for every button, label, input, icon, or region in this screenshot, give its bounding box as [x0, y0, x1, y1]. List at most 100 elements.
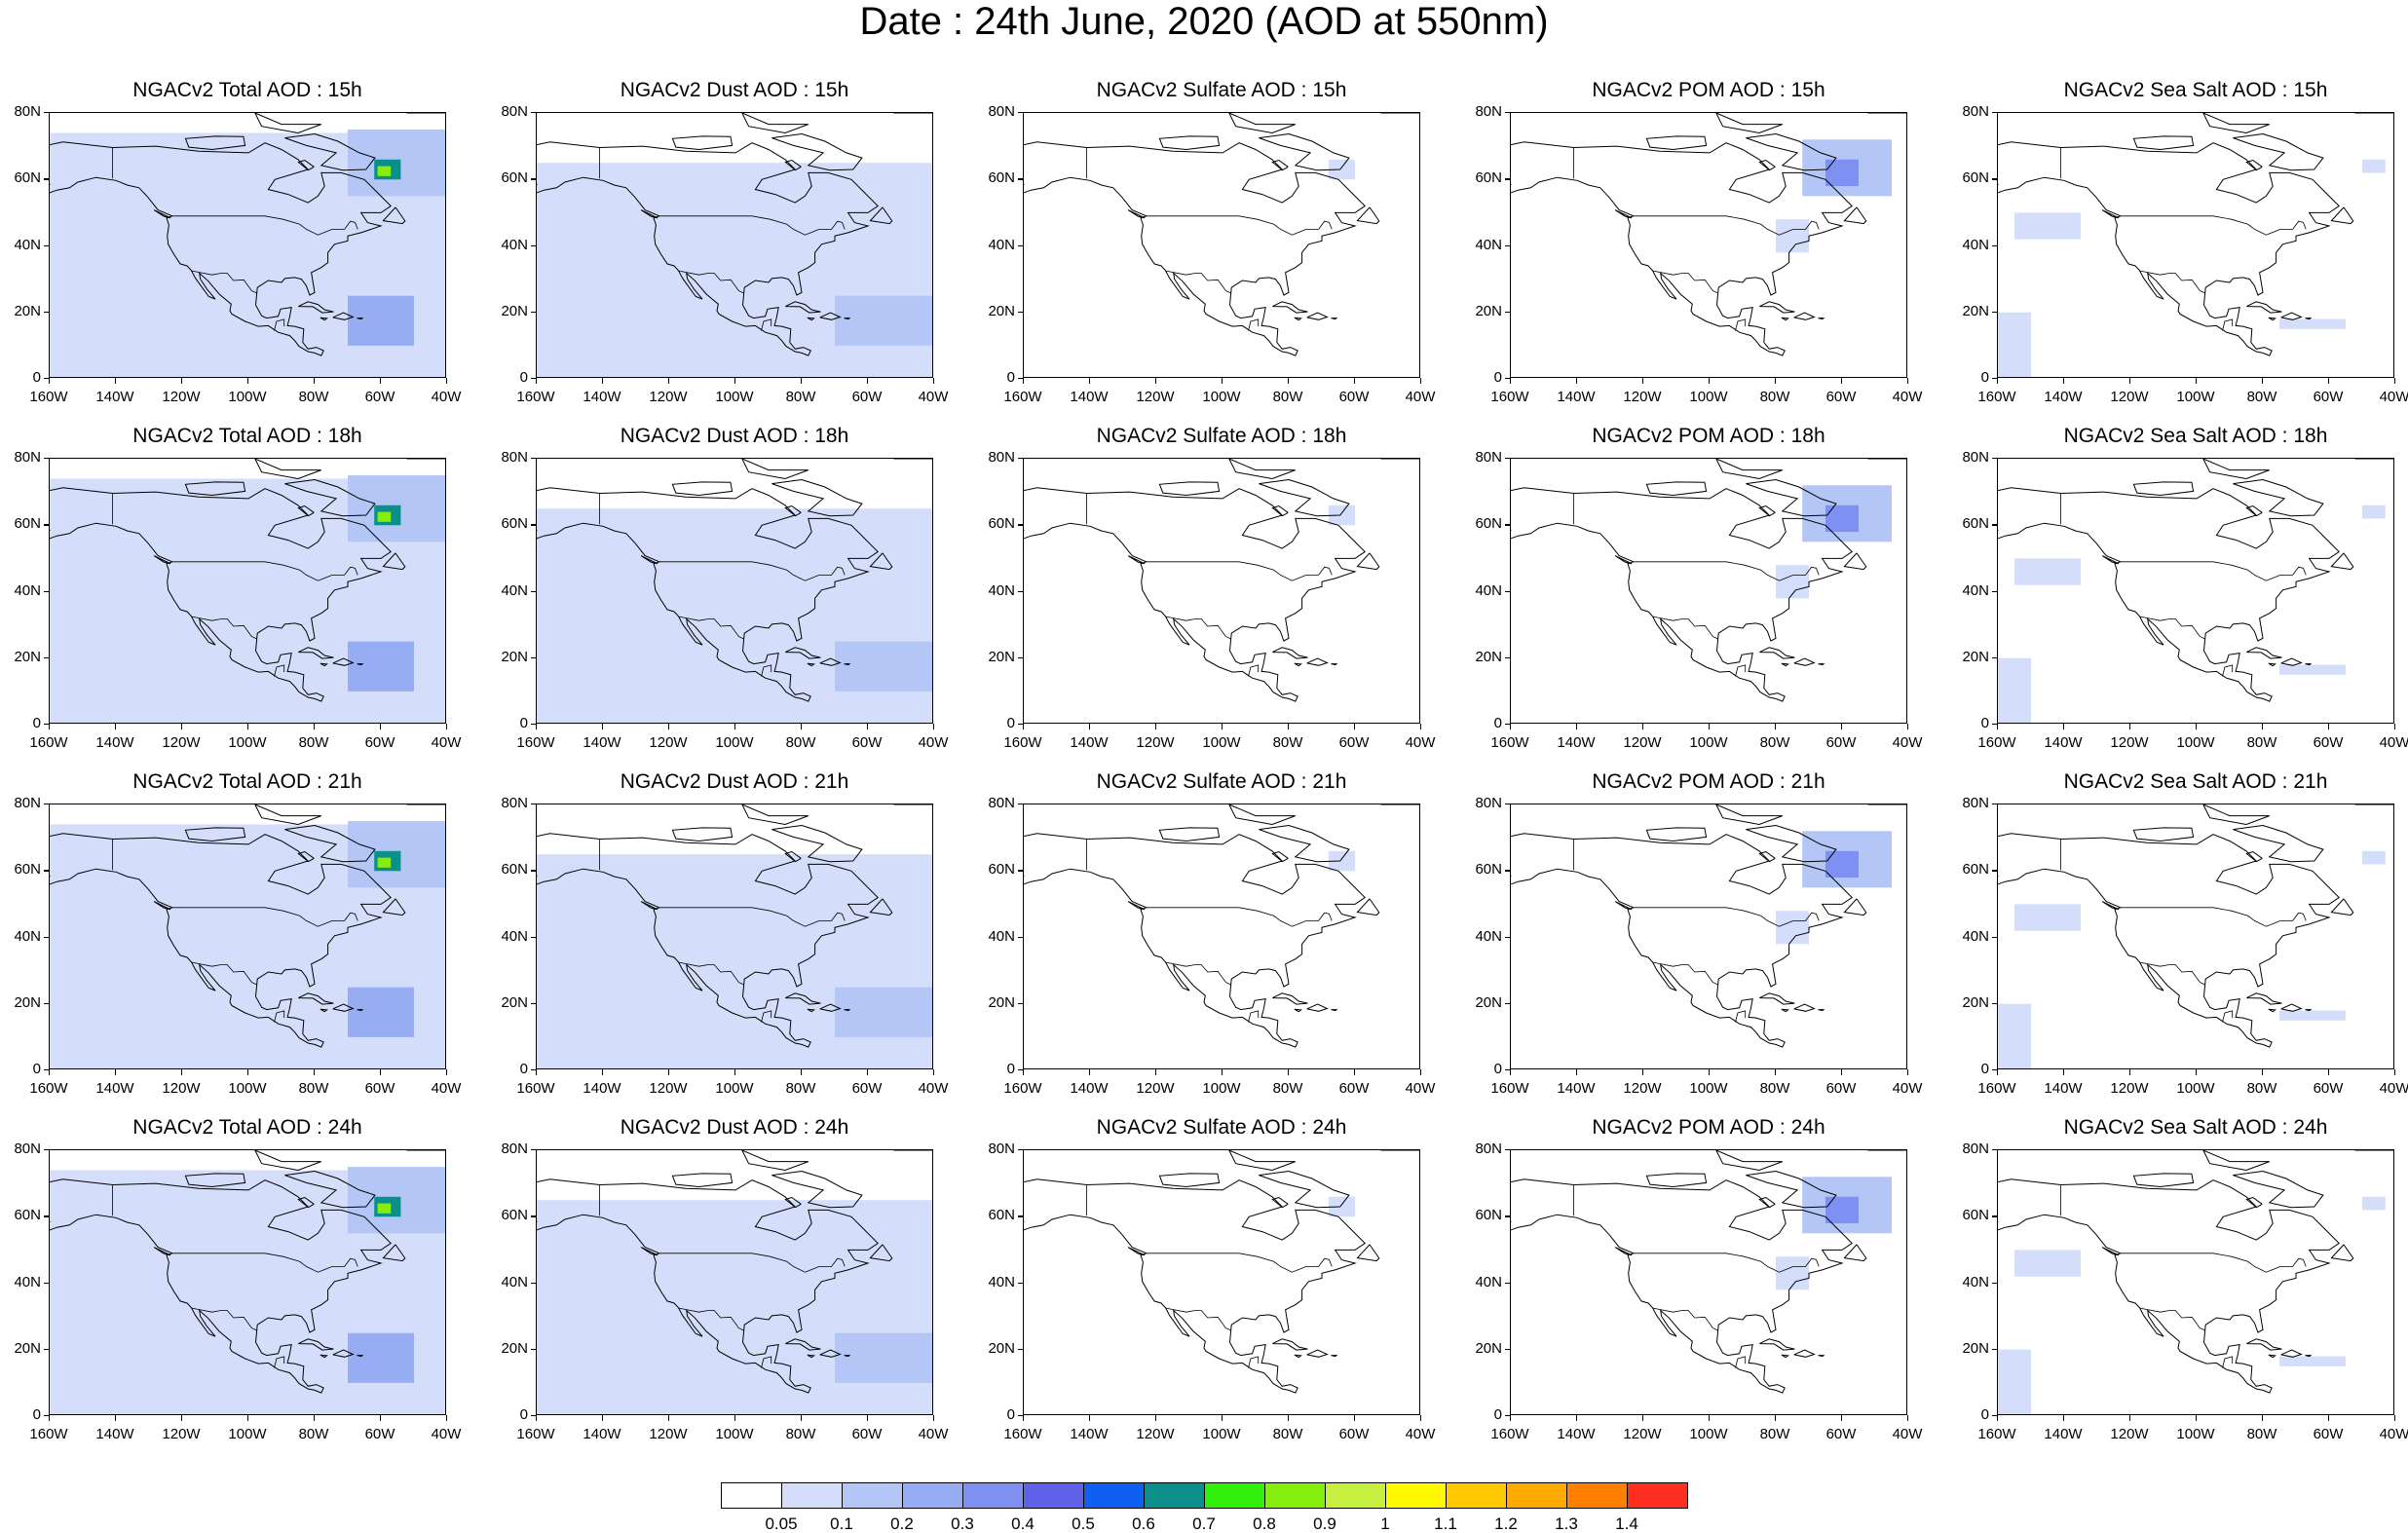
panel-title: NGACv2 Dust AOD : 15h: [620, 79, 849, 101]
island-outline: [2330, 552, 2354, 571]
lon-tick-label: 140W: [95, 1080, 134, 1097]
lon-tick-label: 40W: [431, 734, 462, 751]
lon-tick: [2129, 378, 2131, 384]
island-outline: [807, 1008, 815, 1013]
country-border: [1146, 907, 1333, 927]
aod-field-region: [1776, 219, 1809, 253]
lon-tick: [1576, 378, 1578, 384]
lon-tick: [1420, 378, 1422, 384]
panel-title: NGACv2 Dust AOD : 21h: [620, 770, 849, 793]
aod-field-region: [2279, 1010, 2346, 1021]
lon-tick-label: 140W: [2044, 389, 2083, 405]
lat-tick-label: 0: [32, 715, 41, 731]
lon-tick-label: 140W: [583, 734, 621, 751]
lon-tick: [1222, 724, 1223, 729]
map-panel-pom-18h: NGACv2 POM AOD : 18h 80N 60N 40N 20N 0 160W 140…: [1475, 424, 1922, 760]
island-outline: [807, 317, 815, 321]
map-plot-area: [1997, 804, 2394, 1069]
lon-tick: [933, 1415, 935, 1421]
map-svg: [1024, 1150, 1419, 1394]
lon-tick-label: 120W: [649, 734, 688, 751]
island-outline: [320, 1354, 328, 1359]
lat-tick: [1505, 724, 1510, 726]
island-outline: [2305, 663, 2313, 666]
lon-tick-label: 60W: [364, 734, 395, 751]
map-plot-area: [1023, 804, 1420, 1069]
lon-tick: [2063, 1069, 2065, 1075]
lat-tick: [1505, 178, 1510, 180]
lat-tick-label: 80N: [501, 449, 528, 466]
island-outline: [382, 1244, 406, 1262]
lat-tick: [44, 1282, 49, 1284]
lon-tick-label: 120W: [1136, 389, 1175, 405]
map-plot-area: [49, 804, 446, 1069]
country-border: [678, 1307, 744, 1331]
lat-tick: [44, 1149, 49, 1151]
island-outline: [771, 133, 863, 171]
lat-tick-label: 0: [1980, 1406, 1989, 1423]
lat-tick-label: 20N: [1962, 648, 1989, 665]
lat-tick: [1505, 1149, 1510, 1151]
lon-tick: [536, 1069, 538, 1075]
island-outline: [1271, 1196, 1289, 1209]
lon-tick: [181, 1069, 183, 1075]
island-outline: [382, 898, 406, 916]
lat-tick: [1018, 244, 1023, 246]
lon-tick: [801, 1415, 803, 1421]
island-outline: [2132, 827, 2195, 842]
lon-tick-label: 80W: [1272, 1426, 1303, 1442]
lon-tick: [1420, 724, 1422, 729]
lat-tick: [1018, 870, 1023, 872]
island-outline: [1614, 901, 1633, 911]
lat-tick-label: 20N: [501, 648, 528, 665]
lat-tick: [44, 1069, 49, 1071]
lon-tick-label: 120W: [1136, 1426, 1175, 1442]
lon-tick-label: 60W: [1338, 389, 1370, 405]
lat-tick-label: 0: [1493, 1061, 1502, 1077]
island-outline: [1746, 825, 1837, 863]
colorbar-swatch: [1083, 1482, 1145, 1509]
island-outline: [2245, 159, 2263, 171]
lon-tick-label: 100W: [228, 389, 267, 405]
aod-field-region: [835, 987, 932, 1037]
lat-tick-label: 40N: [501, 1273, 528, 1290]
island-outline: [1793, 657, 1816, 666]
lon-tick-label: 160W: [1490, 1426, 1529, 1442]
lon-tick-label: 40W: [918, 389, 949, 405]
lat-tick-label: 60N: [1475, 861, 1502, 879]
lat-tick: [1505, 112, 1510, 114]
panel-title: NGACv2 Total AOD : 18h: [132, 425, 362, 447]
aod-field-region: [2362, 505, 2386, 519]
lat-tick-label: 0: [1980, 715, 1989, 731]
map-plot-area: [1510, 804, 1907, 1069]
lat-tick-label: 40N: [1475, 1273, 1502, 1290]
lon-tick: [2394, 1069, 2396, 1075]
country-border: [191, 961, 257, 986]
lon-tick-label: 40W: [1892, 1426, 1923, 1442]
map-svg: [1998, 459, 2393, 723]
lon-tick-label: 100W: [2176, 1080, 2215, 1097]
lon-tick: [446, 724, 448, 729]
map-plot-area: [49, 458, 446, 724]
lon-tick: [2328, 1415, 2330, 1421]
map-plot-area: [49, 112, 446, 378]
island-outline: [1793, 1003, 1816, 1012]
lat-tick-label: 0: [519, 1061, 528, 1077]
lon-tick: [1709, 1069, 1711, 1075]
main-title: Date : 24th June, 2020 (AOD at 550nm): [859, 0, 1549, 43]
island-outline: [2305, 1355, 2313, 1358]
aod-field-region: [377, 166, 392, 176]
island-outline: [741, 459, 809, 480]
lon-tick: [801, 378, 803, 384]
lon-tick-label: 120W: [162, 734, 201, 751]
coastline: [50, 833, 392, 1048]
aod-field-region: [2362, 850, 2386, 865]
colorbar-label: 0.8: [1253, 1514, 1276, 1533]
map-panel-total-24h: NGACv2 Total AOD : 24h 80N 60N 40N 20N 0 160W 1…: [14, 1115, 461, 1451]
island-outline: [153, 555, 171, 565]
country-border: [2222, 1356, 2234, 1368]
lon-tick-label: 60W: [1338, 734, 1370, 751]
lon-tick: [1288, 1069, 1290, 1075]
island-outline: [184, 481, 246, 497]
lat-tick-label: 60N: [988, 169, 1015, 187]
